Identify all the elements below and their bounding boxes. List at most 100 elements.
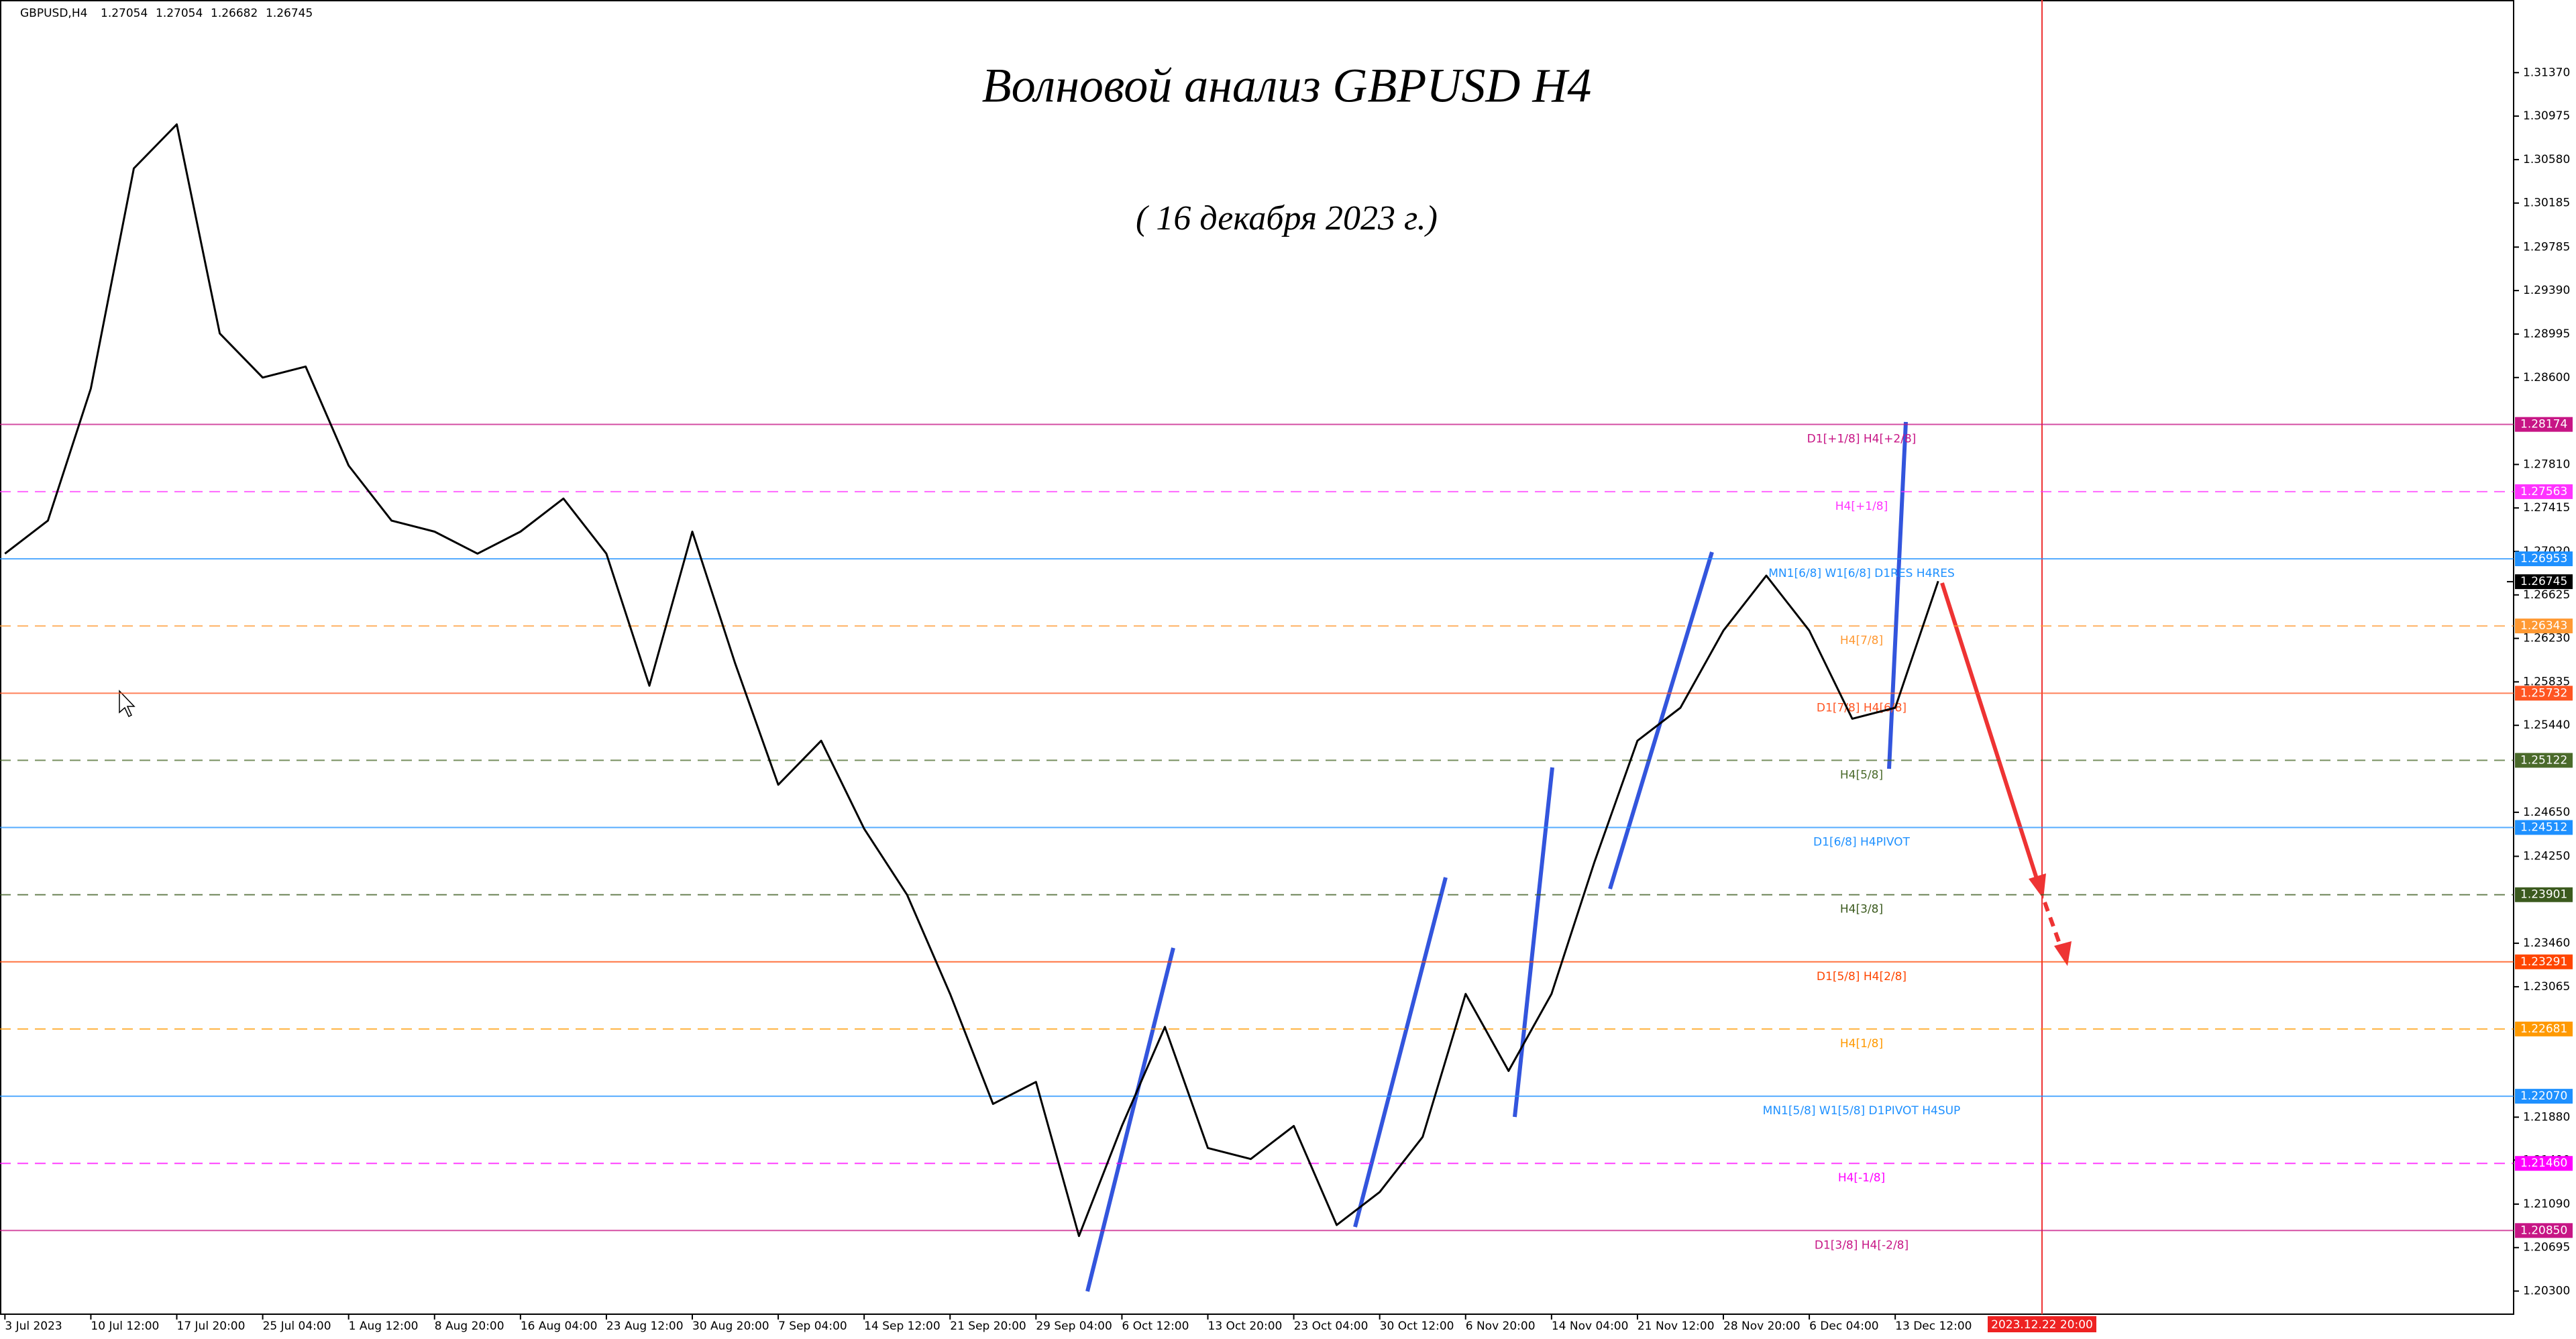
chart-title: Волновой анализ GBPUSD H4 (982, 59, 1592, 113)
arrow-head (2054, 941, 2072, 966)
price-tag (2515, 753, 2573, 768)
chart-subtitle: ( 16 декабря 2023 г.) (1136, 199, 1438, 237)
x-tick-label: 8 Aug 20:00 (435, 1320, 504, 1333)
y-tick-label: 1.21090 (2523, 1197, 2570, 1211)
x-tick-label: 14 Sep 12:00 (864, 1320, 940, 1333)
y-tick-label: 1.30185 (2523, 197, 2570, 210)
level-label: H4[-1/8] (1838, 1171, 1885, 1185)
price-tag-label: 1.26953 (2520, 552, 2567, 566)
price-tag-label: 1.22681 (2520, 1022, 2567, 1036)
y-tick-label: 1.28600 (2523, 371, 2570, 384)
price-tag (2515, 1223, 2573, 1238)
price-tag-label: 1.23901 (2520, 888, 2567, 902)
price-tag-label: 1.20850 (2520, 1224, 2567, 1237)
y-tick-label: 1.20695 (2523, 1241, 2570, 1254)
x-tick-label: 29 Sep 04:00 (1036, 1320, 1112, 1333)
level-label: D1[5/8] H4[2/8] (1817, 970, 1907, 983)
price-tag (2515, 887, 2573, 902)
price-tag (2515, 820, 2573, 835)
ohlc-value: 1.27054 (156, 7, 203, 20)
price-tag-label: 1.28174 (2520, 418, 2567, 431)
level-label: D1[3/8] H4[-2/8] (1815, 1238, 1909, 1252)
level-label: MN1[5/8] W1[5/8] D1PIVOT H4SUP (1763, 1104, 1961, 1118)
plot-frame (0, 0, 2514, 1315)
x-tick-label: 17 Jul 20:00 (177, 1320, 246, 1333)
price-tag (2515, 551, 2573, 566)
level-label: MN1[6/8] W1[6/8] D1RES H4RES (1768, 567, 1954, 580)
current-price-tag (2515, 574, 2573, 590)
x-tick-label: 23 Aug 12:00 (606, 1320, 684, 1333)
x-tick-label: 6 Oct 12:00 (1122, 1320, 1189, 1333)
wave-line (1513, 767, 1554, 1118)
x-tick-label: 28 Nov 20:00 (1723, 1320, 1801, 1333)
price-tag-label: 1.25732 (2520, 686, 2567, 700)
level-label: H4[+1/8] (1835, 500, 1888, 513)
price-tag (2515, 484, 2573, 499)
y-tick-label: 1.23460 (2523, 936, 2570, 950)
y-tick-label: 1.23065 (2523, 980, 2570, 994)
x-tick-label: 10 Jul 12:00 (91, 1320, 159, 1333)
symbol: GBPUSD,H4 (20, 7, 87, 20)
x-tick-label: 21 Nov 12:00 (1638, 1320, 1715, 1333)
forecast-arrow-dashed (2043, 901, 2065, 954)
y-tick-label: 1.29785 (2523, 240, 2570, 254)
ohlc-value: 1.27054 (101, 7, 148, 20)
price-tag (2515, 1156, 2573, 1171)
y-tick-label: 1.30580 (2523, 153, 2570, 166)
x-tick-label: 6 Nov 20:00 (1466, 1320, 1536, 1333)
y-tick-label: 1.24650 (2523, 806, 2570, 819)
price-tag-label: 1.21460 (2520, 1157, 2567, 1170)
x-tick-label: 30 Aug 20:00 (692, 1320, 769, 1333)
y-tick-label: 1.20300 (2523, 1285, 2570, 1298)
x-tick-label: 23 Oct 04:00 (1294, 1320, 1368, 1333)
x-tick-label: 7 Sep 04:00 (778, 1320, 847, 1333)
price-tag-label: 1.26343 (2520, 619, 2567, 633)
forecast-arrow (1940, 582, 2041, 888)
x-tick-label: 6 Dec 04:00 (1809, 1320, 1879, 1333)
x-tick-label: 14 Nov 04:00 (1552, 1320, 1629, 1333)
y-tick-label: 1.27415 (2523, 501, 2570, 515)
x-tick-label: 1 Aug 12:00 (349, 1320, 419, 1333)
y-tick-label: 1.29390 (2523, 284, 2570, 297)
wave-annotations: 2023.12.22 20:00 (119, 0, 2096, 1332)
level-label: D1[6/8] H4PIVOT (1813, 835, 1911, 849)
x-tick-label: 13 Oct 20:00 (1208, 1320, 1283, 1333)
level-label: H4[1/8] (1840, 1037, 1883, 1051)
ohlc-value: 1.26682 (211, 7, 258, 20)
mouse-cursor (119, 690, 136, 718)
y-tick-label: 1.30975 (2523, 109, 2570, 123)
price-tag (2515, 1021, 2573, 1036)
price-tag-label: 1.25122 (2520, 753, 2567, 767)
y-tick-label: 1.26230 (2523, 632, 2570, 645)
ohlc-value: 1.26745 (266, 7, 313, 20)
level-label: D1[+1/8] H4[+2/8] (1807, 433, 1917, 446)
x-tick-label: 21 Sep 20:00 (950, 1320, 1026, 1333)
x-tick-label: 30 Oct 12:00 (1380, 1320, 1454, 1333)
price-tag (2515, 1089, 2573, 1104)
price-line (4, 123, 1939, 1237)
wave-line (1608, 551, 1714, 890)
price-tag-label: 1.27563 (2520, 485, 2567, 498)
level-label: H4[7/8] (1840, 634, 1883, 647)
y-tick-label: 1.24250 (2523, 849, 2570, 863)
y-tick-label: 1.21880 (2523, 1110, 2570, 1124)
level-label: H4[3/8] (1840, 903, 1883, 916)
price-tag (2515, 417, 2573, 432)
wave-line (1887, 421, 1908, 769)
current-price-label: 1.26745 (2520, 575, 2567, 588)
price-tag (2515, 954, 2573, 969)
price-tag (2515, 686, 2573, 701)
price-tag-label: 1.24512 (2520, 820, 2567, 834)
time-marker-box (1988, 1316, 2096, 1332)
price-tag-label: 1.22070 (2520, 1089, 2567, 1103)
wave-line (1085, 947, 1175, 1292)
x-tick-label: 3 Jul 2023 (5, 1320, 62, 1333)
x-tick-label: 25 Jul 04:00 (263, 1320, 331, 1333)
wave-line (1353, 877, 1448, 1228)
level-label: H4[5/8] (1840, 768, 1883, 782)
y-tick-label: 1.27810 (2523, 458, 2570, 471)
y-tick-label: 1.31370 (2523, 66, 2570, 79)
y-tick-label: 1.25440 (2523, 718, 2570, 732)
